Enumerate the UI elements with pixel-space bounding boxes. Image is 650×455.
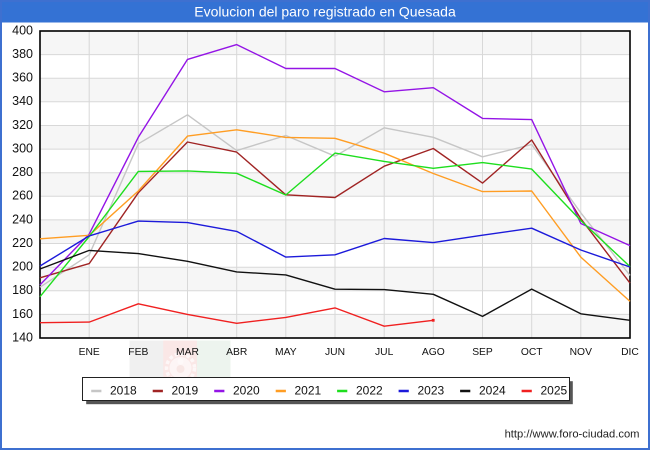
svg-text:280: 280 — [12, 165, 33, 179]
svg-text:2024: 2024 — [479, 384, 506, 398]
svg-text:240: 240 — [12, 212, 33, 226]
svg-text:400: 400 — [12, 23, 33, 37]
svg-text:220: 220 — [12, 236, 33, 250]
svg-text:http://www.foro-ciudad.com: http://www.foro-ciudad.com — [505, 429, 640, 441]
svg-text:340: 340 — [12, 94, 33, 108]
svg-text:ENE: ENE — [79, 347, 100, 358]
svg-text:200: 200 — [12, 260, 33, 274]
svg-text:SEP: SEP — [472, 347, 493, 358]
svg-text:FEB: FEB — [128, 347, 148, 358]
svg-text:2018: 2018 — [110, 384, 137, 398]
svg-text:MAY: MAY — [275, 347, 297, 358]
svg-text:180: 180 — [12, 283, 33, 297]
svg-text:2019: 2019 — [172, 384, 199, 398]
svg-text:NOV: NOV — [570, 347, 592, 358]
svg-text:ABR: ABR — [226, 347, 247, 358]
svg-text:2020: 2020 — [233, 384, 260, 398]
svg-text:140: 140 — [12, 330, 33, 344]
svg-text:2021: 2021 — [295, 384, 322, 398]
svg-text:2022: 2022 — [356, 384, 383, 398]
svg-text:160: 160 — [12, 307, 33, 321]
svg-text:Evolucion del paro registrado: Evolucion del paro registrado en Quesada — [194, 4, 456, 20]
svg-text:2023: 2023 — [418, 384, 445, 398]
svg-text:380: 380 — [12, 47, 33, 61]
svg-text:JUN: JUN — [325, 347, 345, 358]
svg-text:260: 260 — [12, 189, 33, 203]
svg-text:300: 300 — [12, 142, 33, 156]
svg-text:MAR: MAR — [176, 347, 199, 358]
svg-text:JUL: JUL — [375, 347, 394, 358]
svg-text:2025: 2025 — [541, 384, 568, 398]
svg-text:360: 360 — [12, 71, 33, 85]
svg-text:OCT: OCT — [521, 347, 543, 358]
svg-text:AGO: AGO — [422, 347, 445, 358]
svg-text:DIC: DIC — [621, 347, 639, 358]
svg-text:320: 320 — [12, 118, 33, 132]
